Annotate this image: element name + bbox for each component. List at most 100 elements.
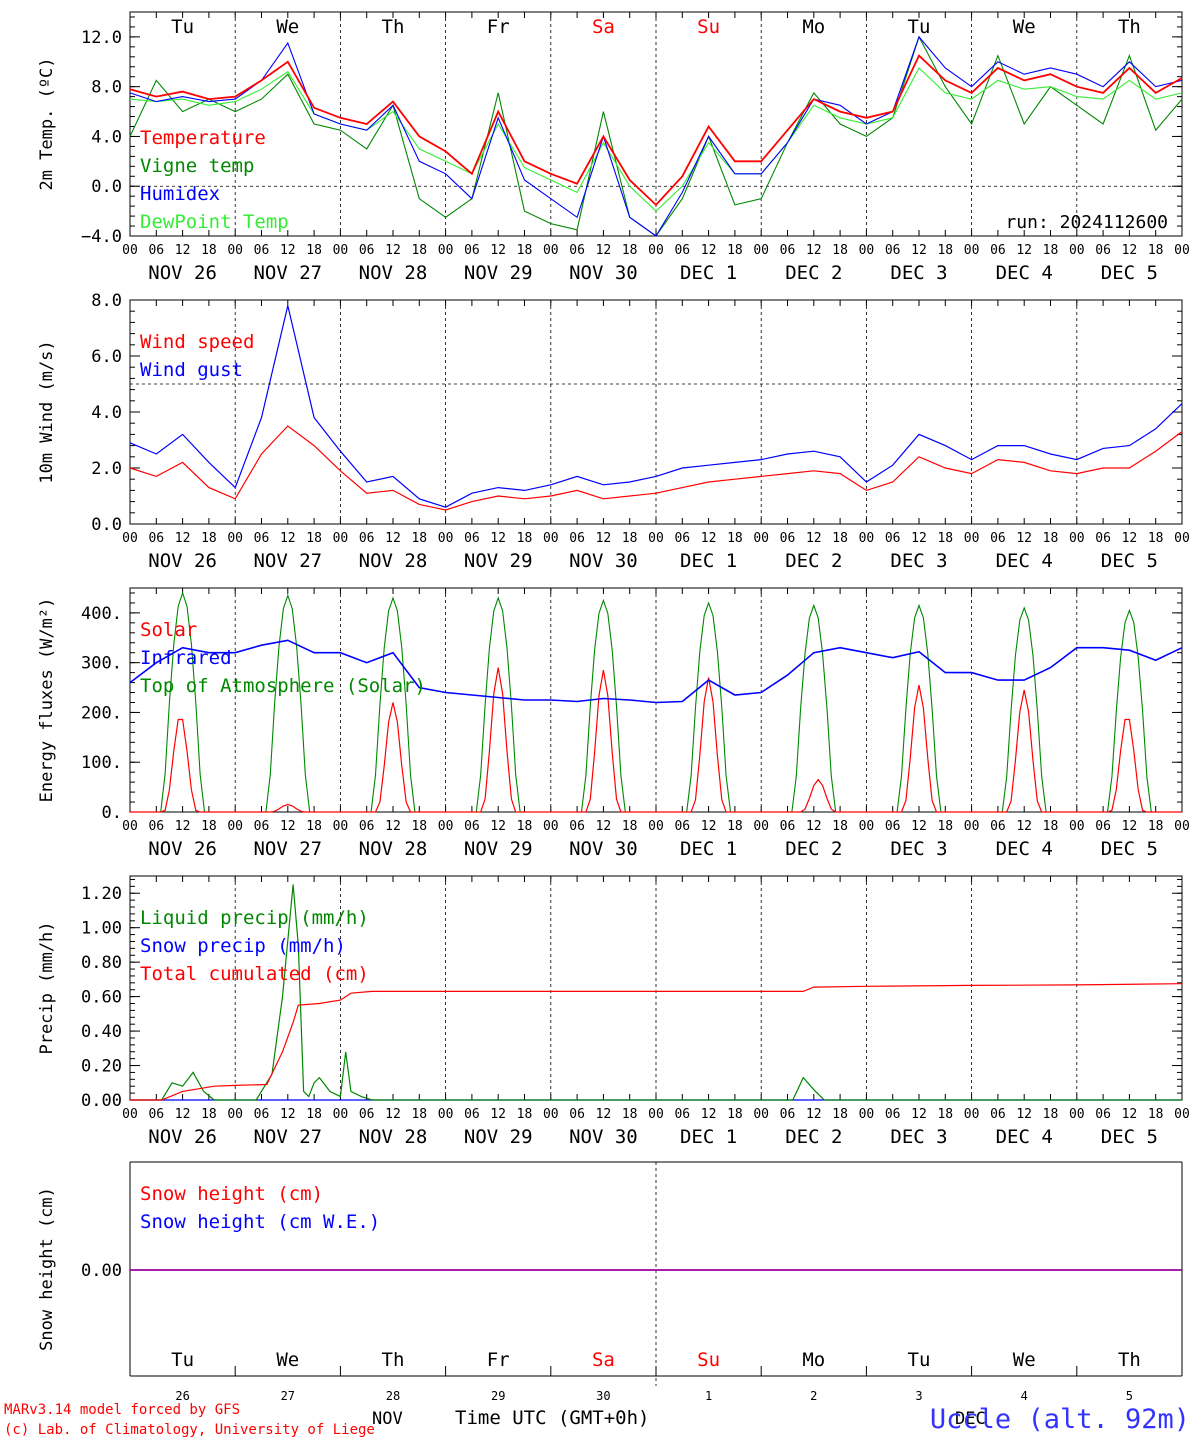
- x-hour-label: 06: [464, 243, 480, 258]
- y-axis-label: 2m Temp. (ºC): [37, 57, 57, 190]
- x-hour-label: 18: [306, 1107, 322, 1122]
- x-hour-label: 06: [254, 819, 270, 834]
- x-hour-label: 18: [1043, 819, 1059, 834]
- x-hour-label: 00: [753, 531, 769, 546]
- y-tick-label: 4.0: [91, 127, 122, 147]
- y-tick-label: 100.: [81, 753, 122, 773]
- x-hour-label: 12: [701, 531, 717, 546]
- x-hour-label: 06: [148, 243, 164, 258]
- x-hour-label: 12: [490, 1107, 506, 1122]
- x-hour-label: 00: [543, 243, 559, 258]
- x-hour-label: 00: [964, 819, 980, 834]
- weekday-label: Tu: [908, 1349, 931, 1371]
- y-axis-label: Snow height (cm): [37, 1187, 57, 1351]
- x-hour-label: 06: [885, 1107, 901, 1122]
- x-hour-label: 18: [517, 819, 533, 834]
- x-hour-label: 06: [359, 531, 375, 546]
- x-hour-label: 18: [727, 819, 743, 834]
- x-hour-label: 12: [911, 531, 927, 546]
- x-hour-label: 00: [438, 531, 454, 546]
- x-date-label: NOV 30: [569, 838, 638, 860]
- x-hour-label: 00: [122, 819, 138, 834]
- x-hour-label: 06: [885, 819, 901, 834]
- y-tick-label: 0.0: [91, 515, 122, 535]
- weekday-label: Sa: [592, 1349, 615, 1371]
- x-hour-label: 12: [385, 819, 401, 834]
- x-hour-label: 12: [1122, 243, 1138, 258]
- x-hour-label: 12: [280, 819, 296, 834]
- series-line: [129, 305, 1183, 508]
- weekday-label: Tu: [171, 1349, 194, 1371]
- x-hour-label: 00: [543, 819, 559, 834]
- x-hour-label: 18: [411, 243, 427, 258]
- y-tick-label: 0.20: [81, 1057, 122, 1077]
- x-hour-label: 12: [1122, 1107, 1138, 1122]
- weekday-label: We: [1013, 16, 1036, 38]
- day-number-label: 5: [1126, 1389, 1133, 1403]
- x-date-label: NOV 27: [253, 1126, 322, 1148]
- legend-humidex: Humidex: [140, 183, 220, 205]
- weekday-label: Th: [1118, 1349, 1141, 1371]
- x-hour-label: 00: [1069, 1107, 1085, 1122]
- x-hour-label: 00: [859, 819, 875, 834]
- x-hour-label: 12: [175, 531, 191, 546]
- x-date-label: DEC 3: [890, 262, 947, 284]
- x-date-label: NOV 27: [253, 262, 322, 284]
- y-tick-label: 0.80: [81, 953, 122, 973]
- x-hour-label: 18: [1148, 819, 1164, 834]
- x-date-label: DEC 4: [996, 262, 1053, 284]
- plot-frame: [129, 299, 1183, 525]
- x-hour-label: 18: [201, 531, 217, 546]
- x-hour-label: 12: [596, 819, 612, 834]
- x-hour-label: 00: [122, 1107, 138, 1122]
- y-tick-label: 200.: [81, 703, 122, 723]
- y-tick-label: 0.60: [81, 988, 122, 1008]
- y-axis-label: 10m Wind (m/s): [37, 340, 57, 483]
- x-hour-label: 18: [306, 819, 322, 834]
- x-date-label: DEC 1: [680, 550, 737, 572]
- x-hour-label: 00: [1069, 819, 1085, 834]
- x-date-label: NOV 26: [148, 1126, 217, 1148]
- x-hour-label: 12: [911, 819, 927, 834]
- x-date-label: DEC 1: [680, 1126, 737, 1148]
- day-number-label: 4: [1021, 1389, 1028, 1403]
- x-hour-label: 06: [569, 243, 585, 258]
- x-hour-label: 06: [990, 531, 1006, 546]
- x-hour-label: 00: [648, 531, 664, 546]
- x-hour-label: 18: [832, 819, 848, 834]
- x-hour-label: 00: [333, 243, 349, 258]
- x-hour-label: 00: [648, 1107, 664, 1122]
- legend-snow-precip-mm-h: Snow precip (mm/h): [140, 935, 346, 957]
- x-hour-label: 00: [648, 243, 664, 258]
- x-hour-label: 06: [359, 243, 375, 258]
- x-hour-label: 06: [674, 531, 690, 546]
- x-hour-label: 12: [1122, 819, 1138, 834]
- x-hour-label: 12: [806, 243, 822, 258]
- x-hour-label: 18: [201, 819, 217, 834]
- x-date-label: NOV 29: [464, 838, 533, 860]
- x-date-label: DEC 5: [1101, 838, 1158, 860]
- x-hour-label: 18: [727, 243, 743, 258]
- x-hour-label: 00: [859, 531, 875, 546]
- x-hour-label: 18: [937, 243, 953, 258]
- x-hour-label: 12: [911, 1107, 927, 1122]
- x-hour-label: 18: [1043, 531, 1059, 546]
- weekday-label: Fr: [487, 1349, 510, 1371]
- x-hour-label: 00: [1174, 243, 1190, 258]
- series-line: [130, 667, 1182, 813]
- x-hour-label: 00: [1174, 819, 1190, 834]
- series-line: [129, 35, 1183, 237]
- panel-4: 0.00 Snow height (cm) Snow height (cm) Snow…: [37, 1161, 1183, 1403]
- x-date-label: NOV 27: [253, 550, 322, 572]
- y-tick-label: 300.: [81, 654, 122, 674]
- x-hour-label: 06: [148, 1107, 164, 1122]
- y-axis-label: Precip (mm/h): [37, 921, 57, 1054]
- month-dec-label: DEC: [955, 1409, 986, 1429]
- x-date-label: NOV 29: [464, 550, 533, 572]
- series-line: [129, 639, 1183, 704]
- credit-line-2: (c) Lab. of Climatology, University of L…: [4, 1422, 375, 1438]
- x-hour-label: 00: [753, 243, 769, 258]
- x-date-label: NOV 26: [148, 262, 217, 284]
- x-hour-label: 00: [753, 819, 769, 834]
- x-hour-label: 18: [1043, 1107, 1059, 1122]
